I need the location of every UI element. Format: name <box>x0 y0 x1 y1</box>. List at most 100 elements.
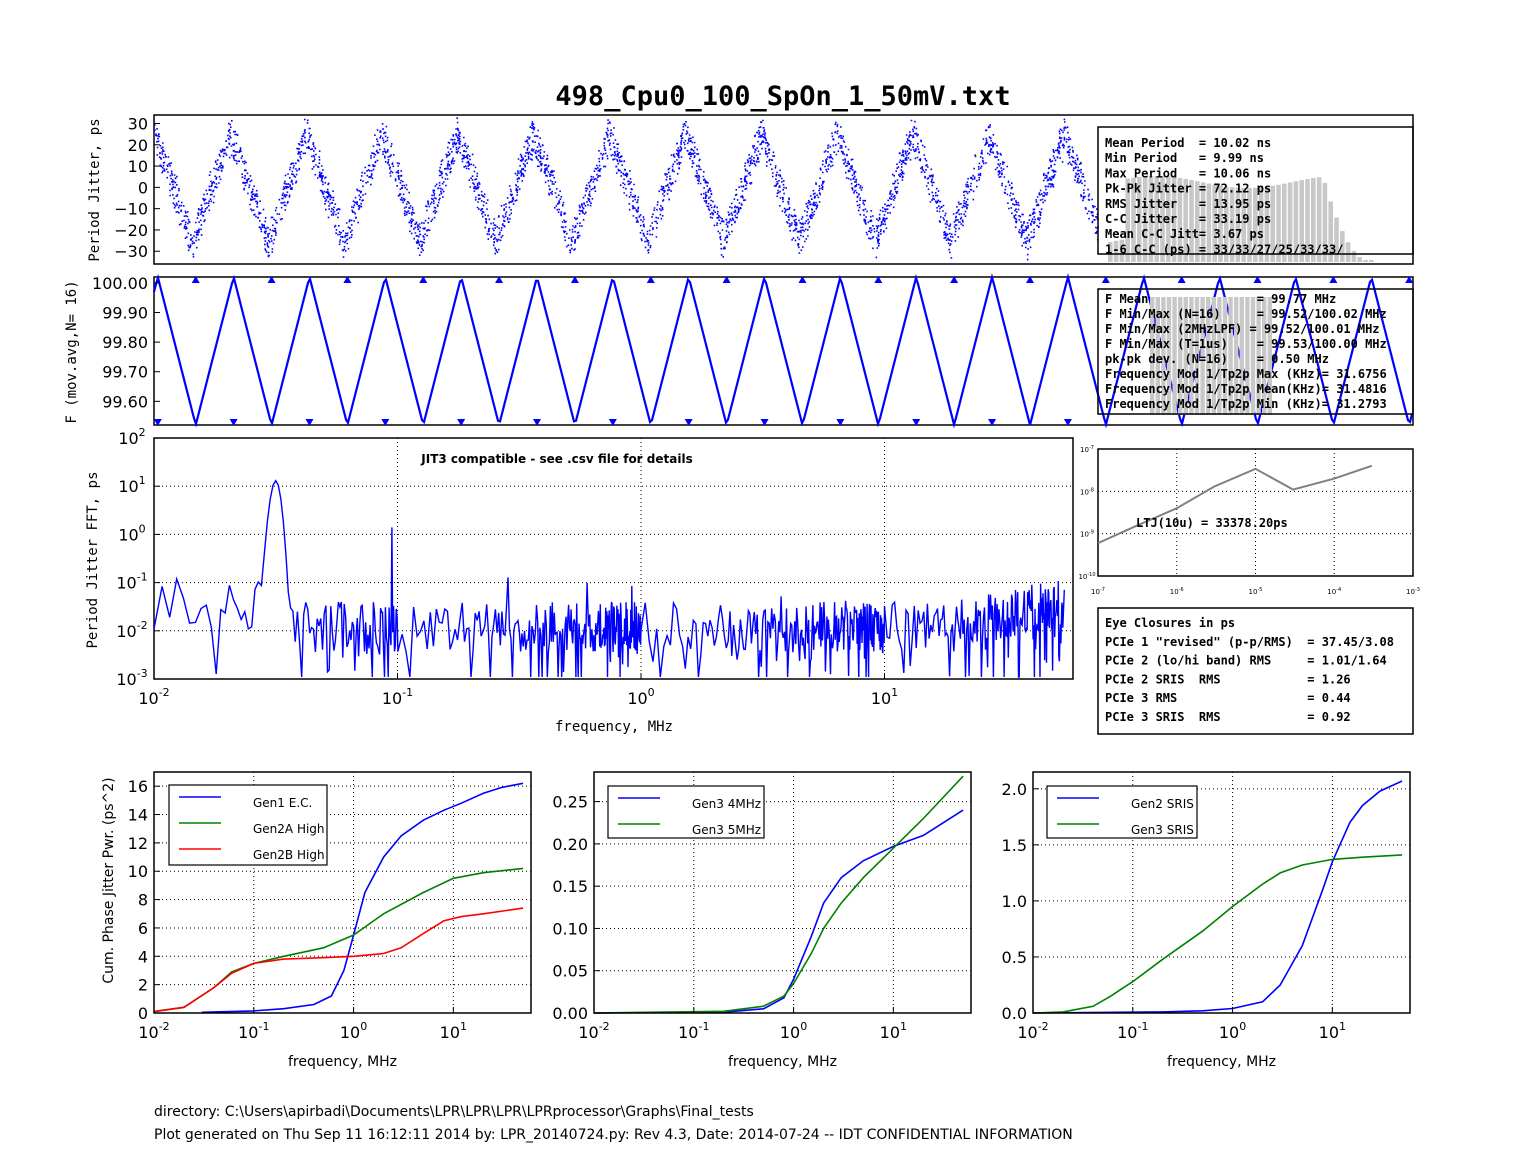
frequency-stat-line: Frequency Mod 1/Tp2p Max (KHz)= 31.6756 <box>1105 367 1387 381</box>
period-jitter-hist-bar <box>1206 183 1212 262</box>
period-jitter-hist-bar <box>1264 186 1270 262</box>
frequency-peak-marker <box>874 276 883 283</box>
frequency-hist-bar <box>1189 297 1194 415</box>
cum-ytick-label: 4 <box>138 947 148 966</box>
period-jitter-hist-bar <box>1235 187 1241 262</box>
frequency-peak-marker <box>1101 276 1110 283</box>
cum-xlabel: frequency, MHz <box>1167 1054 1276 1070</box>
cum-legend-label: Gen3 5MHz <box>692 823 761 837</box>
period-jitter-hist-bar <box>1212 184 1217 262</box>
cum-ytick-label: 0.20 <box>552 835 588 854</box>
frequency-peak-marker <box>950 276 959 283</box>
frequency-trough-marker <box>608 419 617 426</box>
ltj-annotation: LTJ(10u) = 33378.20ps <box>1136 516 1288 530</box>
fft-xtick-label: 10-1 <box>382 686 413 708</box>
period-jitter-hist-bar <box>1183 178 1188 262</box>
cum-xtick-label: 100 <box>340 1020 367 1042</box>
frequency-trough-marker <box>1063 419 1072 426</box>
period-jitter-ytick-label: −10 <box>114 200 148 219</box>
frequency-histogram <box>1150 297 1272 415</box>
eye-closure-row: PCIe 3 RMS = 0.44 <box>1105 691 1351 705</box>
ltj-marks <box>1097 464 1373 545</box>
period-jitter-hist-bar <box>1189 179 1194 262</box>
period-stat-line: 1-6 C-C (ps) = 33/33/27/25/33/33/ <box>1105 242 1343 256</box>
footer-directory: directory: C:\Users\apirbadi\Documents\L… <box>154 1104 754 1120</box>
frequency-hist-bar <box>1183 297 1188 415</box>
cum-legend-label: Gen3 SRIS <box>1131 823 1194 837</box>
cum-ytick-label: 0.15 <box>552 877 588 896</box>
cum-series-line <box>1032 854 1403 1014</box>
frequency-peak-marker <box>1405 276 1414 283</box>
cum-ytick-label: 6 <box>138 919 148 938</box>
period-jitter-hist-bar <box>1177 177 1183 262</box>
frequency-trough-marker <box>229 419 238 426</box>
frequency-trough-marker <box>760 419 769 426</box>
frequency-peak-marker <box>419 276 428 283</box>
cum-ytick-label: 16 <box>128 777 148 796</box>
eye-closures-rows: PCIe 1 "revised" (p-p/RMS) = 37.45/3.08 P… <box>1105 635 1394 724</box>
period-jitter-hist-bar <box>1369 260 1374 262</box>
frequency-stats-box <box>1097 288 1414 415</box>
period-jitter-hist-bar <box>1351 250 1357 262</box>
cum-series-line <box>593 809 964 1014</box>
period-jitter-hist-bar <box>1195 181 1200 262</box>
figure-title: 498_Cpu0_100_SpOn_1_50mV.txt <box>555 81 1010 112</box>
frequency-hist-bar <box>1150 297 1155 415</box>
frequency-hist-bar <box>1211 297 1216 415</box>
cum-gen1-gen2-panel: 10-2 10-1 100 101 16 14 12 10 8 6 4 2 0 frequency, MH… <box>101 771 532 1070</box>
ltj-ticks: 10-7 10-6 10-5 10-4 10-3 10-7 10-8 10-9 10-10 <box>1078 445 1420 596</box>
period-jitter-hist-bar <box>1322 182 1328 262</box>
frequency-trough-marker <box>912 419 921 426</box>
cum-legend-label: Gen2B High <box>253 848 325 862</box>
frequency-ylabel: F (mov.avg,N= 16) <box>64 280 80 423</box>
cum-xtick-label: 100 <box>780 1020 807 1042</box>
fft-marks <box>153 479 1065 678</box>
cum-xtick-label: 100 <box>1219 1020 1246 1042</box>
cum-ytick-label: 0.10 <box>552 919 588 938</box>
cum-series-line <box>1032 780 1403 1014</box>
frequency-hist-bar <box>1256 297 1261 415</box>
eye-closure-row: PCIe 3 SRIS RMS = 0.92 <box>1105 710 1351 724</box>
frequency-peak-marker <box>1177 276 1186 283</box>
ltj-xtick-label: 10-7 <box>1091 587 1105 596</box>
period-jitter-ytick-label: 20 <box>128 136 148 155</box>
cum-axes <box>1032 771 1411 1014</box>
period-stat-line: C-C Jitter = 33.19 ps <box>1105 212 1271 226</box>
cum-xtick-label: 101 <box>440 1020 467 1042</box>
ltj-xtick-label: 10-4 <box>1327 587 1341 596</box>
frequency-stat-line: Frequency Mod 1/Tp2p Min (KHz)= 31.2793 <box>1105 397 1387 411</box>
cum-series-line <box>153 907 524 1013</box>
fft-annotation: JIT3 compatible - see .csv file for deta… <box>420 452 692 466</box>
cum-legend-label: Gen2A High <box>253 822 325 836</box>
frequency-trough-marker <box>836 419 845 426</box>
period-jitter-hist-bar <box>1154 176 1159 262</box>
cum-legend-label: Gen2 SRIS <box>1131 797 1194 811</box>
cum-xlabel: frequency, MHz <box>288 1054 397 1070</box>
cum-xtick-label: 101 <box>1319 1020 1346 1042</box>
frequency-peak-marker <box>1329 276 1338 283</box>
frequency-peak-marker <box>570 276 579 283</box>
fft-ytick-label: 102 <box>118 426 145 448</box>
ltj-grid <box>1098 449 1413 576</box>
ltj-panel: 10-7 10-6 10-5 10-4 10-3 10-7 10-8 10-9 10-10 LT… <box>1078 445 1420 596</box>
frequency-hist-bar <box>1206 297 1211 415</box>
period-jitter-hist-bar <box>1166 176 1171 262</box>
cum-ytick-label: 0.00 <box>552 1004 588 1023</box>
period-jitter-hist-bar <box>1305 179 1310 262</box>
cum-ytick-label: 0.5 <box>1002 948 1027 967</box>
cum-xtick-label: 10-2 <box>138 1020 169 1042</box>
frequency-peak-marker <box>191 276 200 283</box>
fft-ytick-label: 101 <box>118 474 145 496</box>
cum-ytick-label: 8 <box>138 891 148 910</box>
ltj-line <box>1097 464 1373 545</box>
period-jitter-hist-bar <box>1108 242 1113 262</box>
frequency-hist-bar <box>1166 297 1172 415</box>
frequency-hist-bar <box>1234 297 1239 415</box>
fft-ytick-label: 100 <box>118 522 145 544</box>
period-jitter-ytick-label: −20 <box>114 221 148 240</box>
period-stat-line: Mean Period = 10.02 ns <box>1105 136 1271 150</box>
period-jitter-hist-bar <box>1316 177 1322 262</box>
cum-ytick-label: 1.5 <box>1002 836 1027 855</box>
